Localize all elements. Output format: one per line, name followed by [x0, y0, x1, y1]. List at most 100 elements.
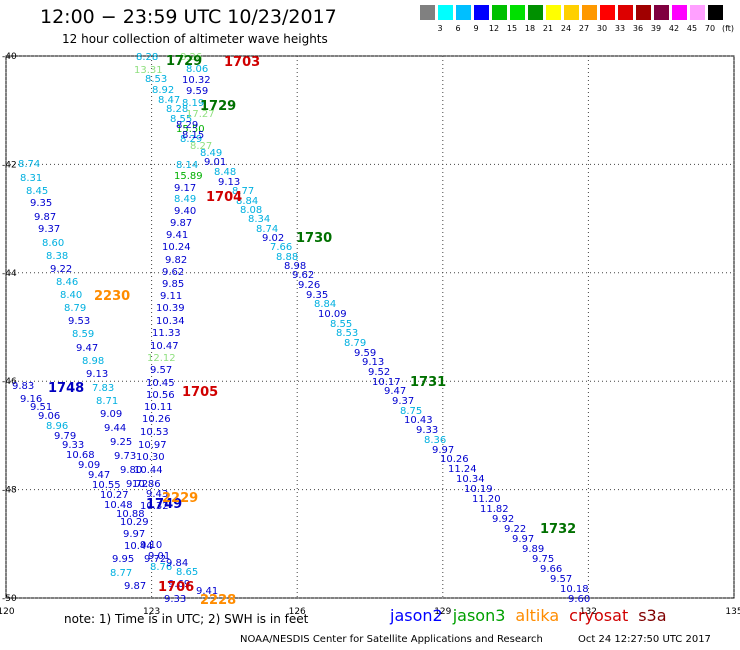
wave-height-value: 8.76 [150, 562, 172, 573]
wave-height-value: 8.14 [176, 160, 198, 171]
wave-height-value: 12.12 [147, 353, 176, 364]
wave-height-value: 8.77 [232, 186, 254, 197]
wave-height-value: 8.79 [64, 303, 86, 314]
wave-height-value: 9.79 [54, 431, 76, 442]
wave-height-value: 10.88 [116, 509, 145, 520]
satellite-pass-1704: 1704 [206, 190, 242, 205]
wave-height-value: 8.49 [174, 194, 196, 205]
color-swatch [546, 5, 561, 20]
wave-height-value: 10.34 [156, 316, 185, 327]
wave-height-value: 10.30 [136, 452, 165, 463]
satellite-legend: jason2 jason3 altika cryosat s3a [390, 606, 677, 625]
satellite-pass-1731: 1731 [410, 375, 446, 390]
pass-time-label: 1731 [410, 375, 446, 390]
wave-height-value: 8.48 [214, 167, 236, 178]
wave-height-value: 8.27 [190, 141, 212, 152]
color-scale-label: 3 [437, 24, 443, 33]
wave-height-value: 9.87 [124, 581, 146, 592]
longitude-tick-label: 123 [143, 607, 160, 617]
color-scale-label: 12 [488, 24, 500, 33]
wave-height-value: 8.65 [176, 567, 198, 578]
wave-height-value: 8.98 [82, 356, 104, 367]
wave-height-value: 9.43 [146, 489, 168, 500]
wave-height-value: 9.97 [432, 445, 454, 456]
pass-time-label: 1729 [200, 99, 236, 114]
wave-height-value: 11.20 [472, 494, 501, 505]
wave-height-value: 8.74 [256, 224, 278, 235]
wave-height-value: 10.29 [120, 517, 149, 528]
satellite-pass-1730: 1730 [296, 231, 332, 246]
pass-time-label: 1732 [540, 522, 576, 537]
footnote: note: 1) Time is in UTC; 2) SWH is in fe… [64, 612, 309, 626]
pass-time-label: 1730 [296, 231, 332, 246]
satellite-pass-1748: 9.839.169.519.068.969.799.3310.689.099.4… [12, 381, 153, 592]
wave-height-value: 10.86 [132, 479, 161, 490]
wave-height-value: 9.97 [123, 529, 145, 540]
wave-height-value: 9.82 [165, 255, 187, 266]
wave-height-value: 10.55 [92, 480, 121, 491]
longitude-tick-label: 120 [0, 607, 15, 617]
wave-height-value: 15.50 [176, 124, 205, 135]
wave-height-value: 9.80 [120, 465, 142, 476]
latitude-tick-label: -48 [2, 486, 17, 496]
pass-time-label: 1748 [48, 381, 84, 396]
wave-height-value: 8.96 [46, 421, 68, 432]
page-subtitle: 12 hour collection of altimeter wave hei… [62, 32, 328, 46]
wave-height-value: 11.82 [480, 504, 509, 515]
wave-height-value: 9.41 [196, 586, 218, 597]
wave-height-value: 9.33 [62, 440, 84, 451]
color-swatch [618, 5, 633, 20]
wave-height-value: 8.77 [110, 568, 132, 579]
wave-height-value: 9.10 [140, 540, 162, 551]
legend-jason2: jason2 [390, 606, 443, 625]
wave-height-value: 9.87 [170, 218, 192, 229]
pass-time-label: 1729 [166, 54, 202, 69]
legend-s3a: s3a [638, 606, 667, 625]
page-title: 12:00 − 23:59 UTC 10/23/2017 [40, 6, 337, 28]
wave-height-value: 9.01 [204, 157, 226, 168]
color-scale-label: 30 [596, 24, 608, 33]
wave-height-value: 9.17 [174, 183, 196, 194]
wave-height-value: 9.47 [76, 343, 98, 354]
satellite-pass-2228: 2228 [200, 593, 236, 608]
wave-height-value: 8.28 [136, 52, 158, 63]
wave-height-value: 9.13 [86, 369, 108, 380]
generated-timestamp: Oct 24 12:27:50 UTC 2017 [578, 634, 711, 645]
color-swatch [564, 5, 579, 20]
color-swatch [420, 5, 435, 20]
wave-height-value: 8.71 [96, 396, 118, 407]
color-swatch [528, 5, 543, 20]
wave-height-value: 9.02 [262, 233, 284, 244]
wave-height-value: 8.40 [60, 290, 82, 301]
wave-height-value: 9.25 [110, 437, 132, 448]
wave-height-value: 10.53 [140, 427, 169, 438]
wave-height-value: 10.34 [456, 474, 485, 485]
wave-height-value: 10.17 [372, 377, 401, 388]
wave-height-value: 9.89 [522, 544, 544, 555]
wave-height-value: 9.66 [540, 564, 562, 575]
pass-time-label: 2228 [200, 593, 236, 608]
wave-height-value: 9.87 [34, 212, 56, 223]
satellite-pass-1703: 8.2813.318.538.928.478.288.5515.508.298.… [120, 52, 260, 590]
wave-height-value: 9.44 [104, 423, 126, 434]
wave-height-value: 9.97 [512, 534, 534, 545]
wave-height-value: 8.26 [180, 52, 202, 63]
wave-height-value: 7.66 [270, 242, 292, 253]
color-swatch [474, 5, 489, 20]
pass-time-label: 2230 [94, 289, 130, 304]
wave-height-value: 8.88 [276, 252, 298, 263]
wave-height-value: 8.55 [330, 319, 352, 330]
color-scale-label: 18 [524, 24, 536, 33]
satellite-pass-1729: 1729 [200, 99, 236, 114]
wave-height-value: 8.53 [336, 328, 358, 339]
satellite-pass-1732: 1732 [540, 522, 576, 537]
wave-height-value: 9.47 [384, 386, 406, 397]
wave-height-value: 9.85 [162, 279, 184, 290]
wave-height-value: 8.45 [26, 186, 48, 197]
color-swatch [672, 5, 687, 20]
wave-height-value: 9.11 [160, 291, 182, 302]
wave-height-value: 9.13 [218, 177, 240, 188]
satellite-pass-2229: 2229 [162, 491, 198, 506]
